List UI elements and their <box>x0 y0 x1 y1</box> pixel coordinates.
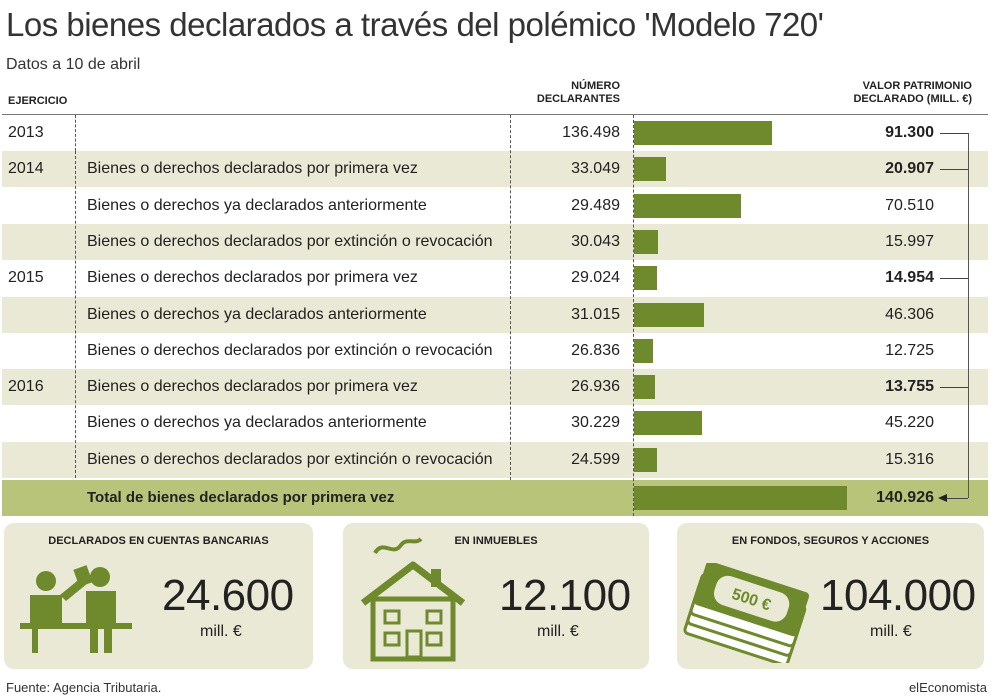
row-year: 2016 <box>8 378 44 396</box>
value-bar <box>634 121 772 145</box>
footer-source: Fuente: Agencia Tributaria. <box>6 680 162 695</box>
row-declarantes: 136.498 <box>562 124 620 141</box>
header-numero-line2: DECLARANTES <box>536 93 620 105</box>
arrow-icon <box>938 494 947 502</box>
row-declarantes: 26.836 <box>571 341 620 359</box>
header-valor: VALOR PATRIMONIO DECLARADO (MILL. €) <box>780 80 972 106</box>
table-row: Bienes o derechos declarados por extinci… <box>2 441 988 478</box>
panel-cuentas-bancarias: DECLARADOS EN CUENTAS BANCARIAS 24.600 m… <box>4 523 313 669</box>
header-numero: NÚMERO DECLARANTES <box>498 80 620 106</box>
value-bar <box>634 229 658 254</box>
chart-title: Los bienes declarados a través del polém… <box>6 6 824 43</box>
footer-brand: elEconomista <box>908 680 987 695</box>
total-value-bar <box>634 486 847 510</box>
connector-line <box>940 133 968 134</box>
row-valor: 20.907 <box>885 160 934 178</box>
panel-value: 24.600 <box>162 571 294 620</box>
column-separator <box>633 115 634 516</box>
row-valor: 91.300 <box>885 124 934 141</box>
column-separator <box>75 115 76 152</box>
value-bar <box>634 447 657 472</box>
row-description: Bienes o derechos declarados por extinci… <box>87 232 493 250</box>
row-declarantes: 29.489 <box>571 196 620 214</box>
row-year: 2013 <box>8 124 44 141</box>
panel-unit: mill. € <box>200 623 242 640</box>
row-valor: 15.997 <box>885 232 934 250</box>
row-valor: 14.954 <box>885 269 934 287</box>
value-bar <box>634 157 666 182</box>
header-valor-line2: DECLARADO (MILL. €) <box>853 93 972 105</box>
panel-value: 12.100 <box>499 571 631 620</box>
table-row: Bienes o derechos declarados por extinci… <box>2 333 988 369</box>
panel-title: EN INMUEBLES <box>454 535 538 547</box>
row-description: Bienes o derechos declarados por primera… <box>87 160 418 178</box>
row-declarantes: 30.229 <box>571 414 620 432</box>
row-description: Bienes o derechos ya declarados anterior… <box>87 196 427 214</box>
row-year: 2015 <box>8 269 44 287</box>
panel-value: 104.000 <box>820 571 976 620</box>
panel-unit: mill. € <box>870 623 912 640</box>
row-valor: 12.725 <box>885 341 934 359</box>
panel-fondos: EN FONDOS, SEGUROS Y ACCIONES 500 € 104.… <box>677 523 984 669</box>
row-valor: 15.316 <box>885 450 934 468</box>
connector-line <box>940 387 968 389</box>
header-numero-line1: NÚMERO <box>571 80 620 92</box>
table-row: Bienes o derechos ya declarados anterior… <box>2 296 988 333</box>
table-row: 2014 Bienes o derechos declarados por pri… <box>2 151 988 188</box>
header-ejercicio: EJERCICIO <box>8 95 68 107</box>
panel-inmuebles: EN INMUEBLES 12.100 mill. € <box>343 523 649 669</box>
row-year: 2014 <box>8 160 44 178</box>
table-row: 2016 Bienes o derechos declarados por pri… <box>2 369 988 406</box>
panel-title: EN FONDOS, SEGUROS Y ACCIONES <box>731 535 930 547</box>
total-row: Total de bienes declarados por primera v… <box>2 480 988 516</box>
people-at-desk-icon <box>20 565 132 653</box>
row-declarantes: 31.015 <box>571 305 620 323</box>
row-description: Bienes o derechos declarados por extinci… <box>87 341 493 359</box>
row-valor: 13.755 <box>885 378 934 396</box>
header-valor-line1: VALOR PATRIMONIO <box>862 80 972 92</box>
connector-arrow-line <box>946 498 968 499</box>
row-valor: 70.510 <box>885 196 934 214</box>
total-description: Total de bienes declarados por primera v… <box>87 489 395 506</box>
panel-title: DECLARADOS EN CUENTAS BANCARIAS <box>48 535 269 547</box>
table-row: Bienes o derechos declarados por extinci… <box>2 223 988 260</box>
row-description: Bienes o derechos declarados por primera… <box>87 378 418 396</box>
banknotes-icon: 500 € <box>683 563 810 663</box>
row-declarantes: 24.599 <box>571 450 620 468</box>
row-description: Bienes o derechos ya declarados anterior… <box>87 305 427 323</box>
column-separator <box>75 151 76 478</box>
value-bar <box>634 193 741 218</box>
value-bar <box>634 302 704 327</box>
table-row: Bienes o derechos ya declarados anterior… <box>2 188 988 224</box>
connector-line <box>968 133 969 498</box>
row-valor: 45.220 <box>885 414 934 432</box>
value-bar <box>634 338 653 363</box>
value-bar <box>634 266 657 291</box>
chart-subtitle: Datos a 10 de abril <box>6 56 141 73</box>
row-valor: 46.306 <box>885 305 934 323</box>
connector-line <box>940 278 968 280</box>
table-row: Bienes o derechos ya declarados anterior… <box>2 405 988 441</box>
row-description: Bienes o derechos declarados por primera… <box>87 269 418 287</box>
row-declarantes: 29.024 <box>571 269 620 287</box>
table-row: 2013 136.498 91.300 <box>2 115 988 151</box>
value-bar <box>634 411 702 436</box>
panel-unit: mill. € <box>537 623 579 640</box>
connector-line <box>940 169 968 171</box>
total-value: 140.926 <box>876 489 934 506</box>
row-declarantes: 26.936 <box>571 378 620 396</box>
row-declarantes: 30.043 <box>571 232 620 250</box>
table-row: 2015 Bienes o derechos declarados por pri… <box>2 260 988 296</box>
column-separator <box>510 115 511 480</box>
row-declarantes: 33.049 <box>571 160 620 178</box>
house-icon <box>360 537 466 662</box>
table-top-rule <box>2 114 988 115</box>
value-bar <box>634 375 655 400</box>
row-description: Bienes o derechos ya declarados anterior… <box>87 414 427 432</box>
row-description: Bienes o derechos declarados por extinci… <box>87 450 493 468</box>
